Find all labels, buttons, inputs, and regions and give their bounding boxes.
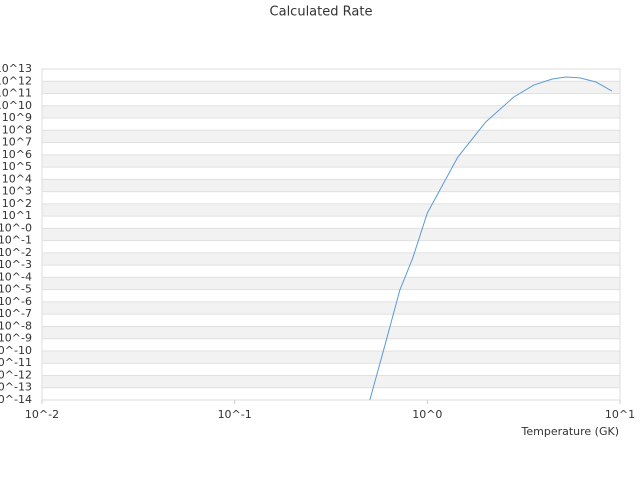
y-tick-label: 10^2 xyxy=(2,197,32,210)
grid-band xyxy=(42,350,620,364)
x-tick-label: 10^-2 xyxy=(25,408,59,421)
y-tick-label: 10^-5 xyxy=(0,283,32,296)
x-tick-label: 10^0 xyxy=(412,408,442,421)
y-tick-label: 10^-7 xyxy=(0,307,32,320)
grid-band xyxy=(42,301,620,315)
grid-band xyxy=(42,277,620,290)
y-tick-label: 10^6 xyxy=(2,148,32,161)
y-tick-label: 10^4 xyxy=(2,172,32,185)
y-tick-label: 10^5 xyxy=(2,160,32,173)
y-tick-label: 10^-13 xyxy=(0,381,32,394)
y-tick-label: 10^10 xyxy=(0,99,32,112)
y-tick-label: 10^11 xyxy=(0,87,32,100)
grid-band xyxy=(42,228,620,241)
y-tick-label: 10^-11 xyxy=(0,356,32,369)
y-tick-label: 10^-4 xyxy=(0,270,32,283)
x-tick-label: 10^1 xyxy=(605,408,635,421)
y-tick-label: 10^-6 xyxy=(0,295,32,308)
grid-band xyxy=(42,375,620,388)
y-tick-label: 10^9 xyxy=(2,111,32,124)
grid-band xyxy=(42,81,620,94)
y-tick-label: 10^-2 xyxy=(0,246,32,259)
y-tick-label: 10^13 xyxy=(0,62,32,75)
chart-title: Calculated Rate xyxy=(270,5,373,20)
grid-band xyxy=(42,179,620,192)
y-tick-label: 10^1 xyxy=(2,209,32,222)
y-tick-label: 10^-1 xyxy=(0,234,32,247)
y-tick-label: 10^12 xyxy=(0,74,32,87)
y-tick-label: 10^-10 xyxy=(0,344,32,357)
y-tick-label: 10^-0 xyxy=(0,221,32,234)
y-tick-label: 10^-9 xyxy=(0,332,32,345)
grid-band xyxy=(42,326,620,339)
grid-band xyxy=(42,252,620,266)
plot-frame xyxy=(41,68,621,401)
grid-band xyxy=(42,154,620,168)
grid-band xyxy=(42,105,620,119)
grid-band xyxy=(42,203,620,217)
y-tick-label: 10^-8 xyxy=(0,319,32,332)
y-tick-label: 10^7 xyxy=(2,136,32,149)
y-tick-label: 10^-12 xyxy=(0,368,32,381)
x-tick-label: 10^-1 xyxy=(218,408,252,421)
grid-band xyxy=(42,130,620,143)
y-tick-label: 10^8 xyxy=(2,123,32,136)
x-axis-label: Temperature (GK) xyxy=(521,425,620,438)
y-tick-label: 10^-3 xyxy=(0,258,32,271)
y-tick-label: 10^-14 xyxy=(0,393,32,406)
y-tick-label: 10^3 xyxy=(2,185,32,198)
data-line xyxy=(369,76,613,400)
